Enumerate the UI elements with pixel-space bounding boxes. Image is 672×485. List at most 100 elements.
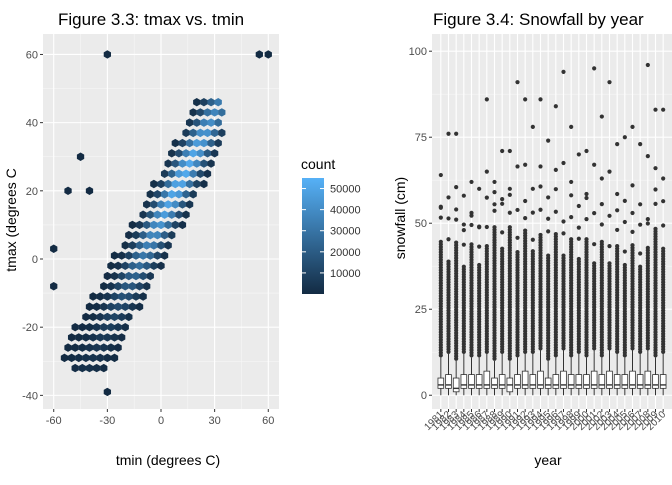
outlier-point: [661, 199, 666, 204]
outlier-point: [592, 66, 597, 71]
hexbin-cell: [168, 169, 176, 178]
outlier-point: [454, 207, 459, 212]
hexbin-cell: [114, 302, 122, 311]
outlier-point: [638, 141, 643, 147]
outlier-point: [584, 217, 589, 222]
hexbin-cell: [168, 190, 176, 199]
box-iqr: [498, 374, 506, 389]
hexbin-cell: [125, 251, 133, 260]
hexbin-cell: [128, 302, 137, 311]
hexbin-cell: [96, 333, 104, 342]
outlier-point: [599, 202, 604, 207]
boxplot-year-1996: [552, 104, 560, 396]
boxplot-year-1997: [560, 69, 567, 396]
hexbin-cell: [89, 353, 97, 363]
left-x-tick-label: 60: [262, 415, 274, 427]
hexbin-cell: [207, 159, 215, 168]
boxplot-year-2004: [613, 141, 621, 396]
hexbin-cell: [207, 118, 215, 127]
outlier-point: [500, 201, 505, 206]
hexbin-cell: [182, 210, 190, 219]
hexbin-cell: [110, 251, 119, 260]
hexbin-cell: [139, 251, 147, 260]
legend-colorbar: [302, 178, 324, 294]
hexbin-cell: [139, 210, 147, 219]
hexbin-cell: [207, 138, 215, 148]
hexbin-cell: [153, 210, 162, 219]
outlier-point: [561, 69, 566, 74]
outlier-point: [507, 186, 512, 191]
hexbin-cell-sparse: [264, 50, 272, 59]
hexbin-cell-sparse: [103, 387, 112, 397]
outlier-point: [638, 222, 643, 227]
hexbin-cell: [114, 322, 122, 332]
outlier-point: [653, 166, 658, 171]
hexbin-cell-sparse: [255, 50, 263, 59]
outlier-point: [484, 169, 489, 174]
hexbin-cell: [125, 230, 133, 240]
hexbin-cell: [85, 302, 94, 311]
legend-title: count: [301, 156, 335, 172]
boxplot-year-1983: [452, 131, 460, 396]
hexbin-cell: [128, 241, 137, 250]
hexbin-cell: [121, 282, 129, 291]
outlier-point: [592, 242, 597, 247]
outlier-point: [653, 226, 658, 231]
left-axis-ticks: -60 -30 0 30 60 -40 -20 0 20 40 60: [22, 49, 274, 427]
hexbin-cell: [175, 190, 183, 199]
outlier-point: [492, 190, 497, 195]
right-y-tick-label: 0: [421, 390, 427, 402]
hexbin-cell: [103, 271, 112, 281]
outlier-point: [630, 210, 635, 216]
hexbin-cell: [146, 210, 154, 219]
hexbin-cell: [160, 251, 169, 260]
outlier-point: [507, 192, 512, 197]
hexbin-cell: [175, 210, 183, 219]
hexbin-cell: [75, 353, 83, 363]
outlier-point: [507, 148, 512, 154]
hexbin-cell: [92, 302, 101, 311]
hexbin-cell: [214, 118, 222, 127]
hexbin-cell: [189, 108, 197, 117]
hexbin-cell: [185, 138, 194, 148]
boxplot-year-1986: [475, 186, 483, 396]
hexbin-cell: [185, 200, 194, 209]
hexbin-cell: [178, 220, 187, 230]
outlier-point: [661, 246, 666, 251]
box-iqr: [544, 377, 552, 389]
outlier-point: [438, 172, 443, 178]
outlier-point: [507, 210, 512, 215]
outlier-point: [454, 131, 459, 136]
right-x-axis-label: year: [534, 452, 562, 468]
outlier-point: [461, 264, 466, 269]
outlier-point: [653, 187, 658, 192]
hexbin-cell: [171, 200, 179, 209]
outlier-point: [645, 154, 650, 159]
outlier-point: [569, 179, 574, 185]
box-iqr: [445, 374, 452, 389]
outlier-point: [454, 217, 459, 222]
outlier-point: [469, 179, 474, 185]
outlier-point: [569, 124, 574, 129]
box-iqr: [606, 370, 613, 389]
outlier-point: [661, 223, 666, 228]
right-y-axis-label: snowfall (cm): [392, 177, 408, 259]
outlier-point: [454, 240, 459, 245]
left-x-tick-label: -30: [99, 415, 115, 427]
outlier-point: [507, 225, 512, 230]
hexbin-cell: [92, 343, 101, 352]
outlier-point: [645, 245, 650, 250]
hexbin-cell: [71, 322, 79, 332]
outlier-point: [469, 242, 474, 247]
hexbin-cell: [110, 312, 119, 322]
hexbin-cell: [185, 159, 194, 168]
outlier-point: [561, 231, 566, 236]
hexbin-cell: [96, 312, 104, 322]
hexbin-cell: [125, 292, 133, 301]
outlier-point: [615, 243, 620, 249]
hexbin-cell: [193, 97, 201, 107]
outlier-point: [530, 186, 535, 191]
hexbin-cell: [182, 128, 190, 138]
hexbin-cell: [150, 220, 158, 230]
hexbin-cell: [110, 292, 119, 301]
